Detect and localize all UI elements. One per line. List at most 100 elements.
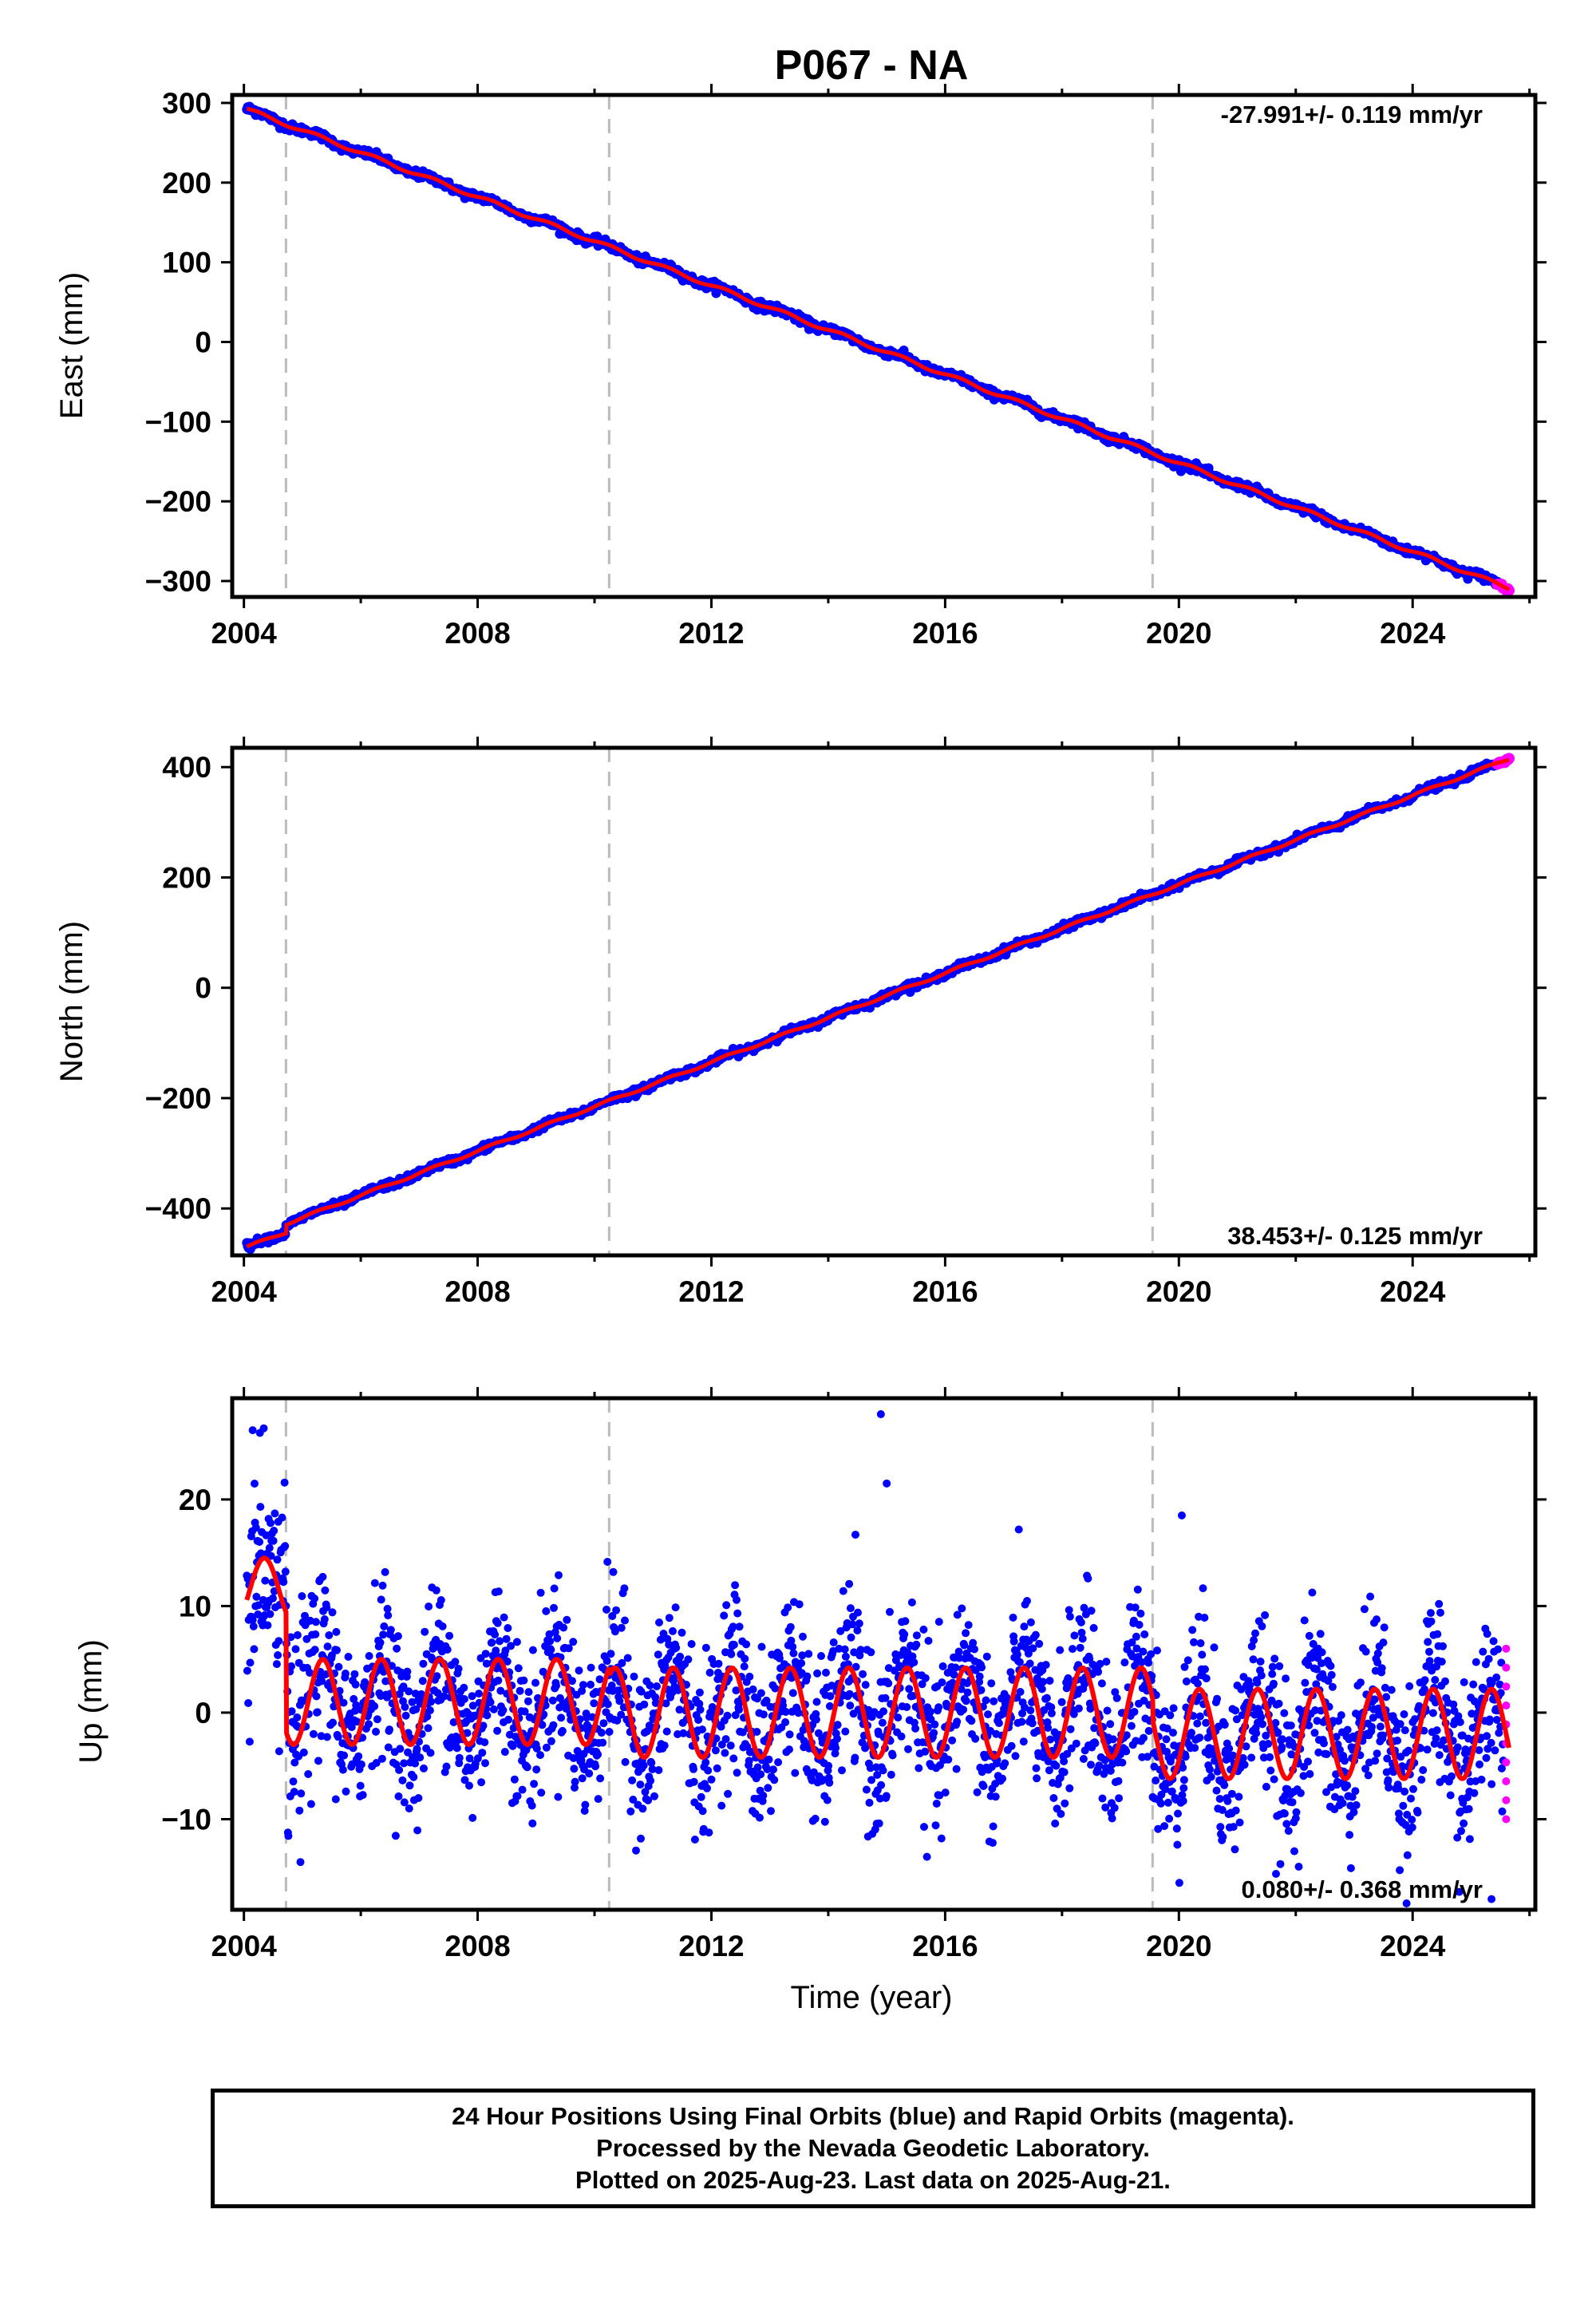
up-point xyxy=(481,1759,489,1768)
up-point xyxy=(403,1667,412,1676)
up-point xyxy=(797,1659,806,1667)
up-point xyxy=(1106,1720,1115,1729)
up-point xyxy=(1188,1626,1197,1634)
up-point xyxy=(532,1765,541,1774)
up-point xyxy=(332,1627,341,1636)
up-point xyxy=(442,1762,451,1771)
up-point xyxy=(1069,1645,1077,1654)
up-point xyxy=(594,1795,602,1804)
up-point xyxy=(519,1676,528,1685)
up-point xyxy=(1097,1679,1106,1688)
up-point xyxy=(998,1774,1007,1783)
up-point xyxy=(321,1586,330,1595)
up-point xyxy=(1060,1768,1069,1777)
up-point xyxy=(289,1777,298,1786)
up-point xyxy=(1106,1766,1115,1775)
up-point xyxy=(1173,1840,1182,1849)
up-point xyxy=(826,1692,835,1701)
up-point xyxy=(550,1584,559,1593)
up-point xyxy=(757,1689,765,1697)
up-point xyxy=(550,1603,558,1612)
up-point xyxy=(549,1721,558,1729)
up-point xyxy=(602,1657,611,1666)
up-point xyxy=(745,1757,753,1765)
up-point xyxy=(365,1720,373,1729)
up-point xyxy=(381,1567,389,1576)
up-point xyxy=(452,1744,461,1753)
up-point xyxy=(527,1801,536,1810)
up-point xyxy=(322,1733,331,1741)
up-point xyxy=(350,1670,359,1678)
up-point xyxy=(523,1763,531,1772)
up-point xyxy=(443,1646,452,1654)
up-point xyxy=(637,1834,645,1843)
up-point xyxy=(281,1567,290,1576)
up-point xyxy=(575,1666,583,1675)
up-point xyxy=(984,1710,992,1719)
up-point xyxy=(846,1604,855,1613)
up-point xyxy=(695,1688,704,1697)
up-point xyxy=(370,1579,379,1587)
up-point xyxy=(729,1754,738,1763)
up-point xyxy=(510,1775,519,1784)
up-point xyxy=(1047,1709,1056,1717)
up-point xyxy=(500,1748,509,1757)
up-point xyxy=(1207,1773,1215,1781)
up-point xyxy=(694,1716,703,1724)
up-point xyxy=(638,1804,647,1813)
up-point xyxy=(373,1715,381,1724)
up-point xyxy=(325,1631,334,1639)
up-point xyxy=(504,1715,512,1724)
up-point xyxy=(707,1775,716,1784)
up-point xyxy=(542,1743,551,1752)
up-point xyxy=(989,1822,998,1831)
up-point xyxy=(309,1729,318,1738)
up-point xyxy=(875,1819,883,1828)
up-point xyxy=(733,1595,741,1604)
up-point xyxy=(1174,1809,1182,1818)
up-point xyxy=(920,1823,928,1832)
up-point xyxy=(811,1814,820,1823)
up-point xyxy=(1009,1637,1018,1646)
up-point xyxy=(697,1792,705,1801)
up-point xyxy=(1231,1806,1240,1815)
up-point xyxy=(1079,1755,1088,1763)
up-point xyxy=(854,1608,862,1617)
up-point xyxy=(1144,1726,1153,1735)
up-point xyxy=(1132,1632,1140,1641)
up-point xyxy=(1115,1794,1124,1803)
up-point xyxy=(269,1594,277,1603)
up-point xyxy=(377,1595,385,1604)
up-point xyxy=(1014,1525,1023,1534)
up-point xyxy=(973,1788,982,1796)
up-point xyxy=(1056,1646,1065,1654)
up-point xyxy=(841,1727,850,1736)
up-point xyxy=(1199,1584,1207,1593)
up-point xyxy=(290,1788,298,1796)
up-point xyxy=(735,1705,743,1714)
up-point xyxy=(299,1748,308,1757)
up-point xyxy=(665,1614,674,1622)
up-point xyxy=(879,1766,887,1775)
up-point xyxy=(978,1663,986,1672)
up-point xyxy=(705,1668,714,1677)
up-point xyxy=(393,1632,402,1641)
up-point xyxy=(1215,1795,1224,1803)
up-point xyxy=(1198,1650,1207,1659)
up-point xyxy=(987,1679,996,1688)
up-point xyxy=(1193,1719,1202,1728)
up-point xyxy=(1195,1712,1204,1721)
up-point xyxy=(1001,1759,1009,1768)
up-point xyxy=(1122,1747,1131,1756)
up-point xyxy=(481,1650,490,1658)
up-point xyxy=(684,1655,693,1664)
up-point xyxy=(578,1774,587,1783)
up-point xyxy=(1172,1824,1181,1833)
east-model-line xyxy=(246,106,1511,591)
up-point xyxy=(597,1729,606,1737)
up-point xyxy=(1041,1661,1050,1670)
up-point xyxy=(536,1588,545,1597)
up-point xyxy=(1080,1680,1089,1689)
up-point xyxy=(512,1638,521,1646)
up-point xyxy=(1076,1643,1084,1652)
